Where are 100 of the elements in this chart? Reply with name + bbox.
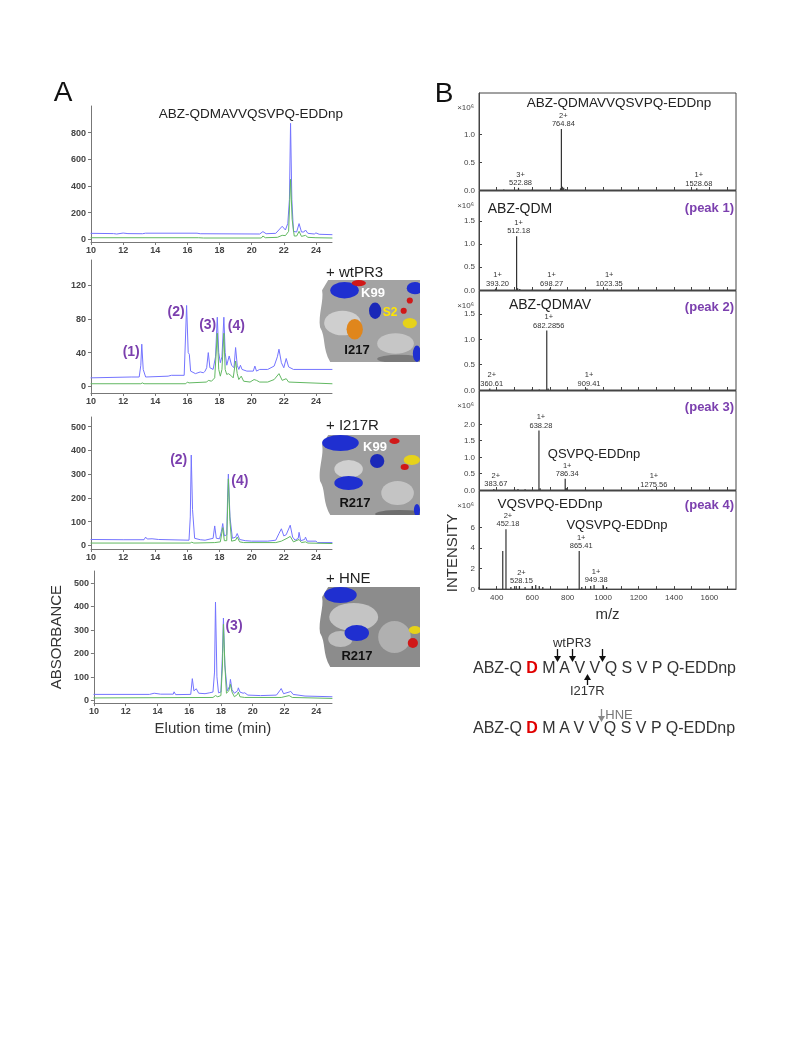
x-tick-label: 18: [215, 705, 226, 716]
chart-title: ABZ-QDMAVVQSVPQ-EDDnp: [158, 105, 343, 121]
y-tick-label: 200: [73, 648, 89, 659]
y-tick-label: 1.5: [463, 436, 476, 445]
annotation: (2): [167, 303, 185, 320]
y-tick-label: 0.5: [463, 360, 476, 370]
annotation: VQSVPQ-EDDnp: [566, 516, 668, 532]
text: S2: [382, 305, 398, 319]
x-tick-label: 24: [310, 551, 321, 562]
y-tick-label: 1.0: [463, 334, 476, 344]
y-tick-label: 40: [75, 347, 86, 358]
y-tick-label: 800: [70, 127, 86, 138]
x-axis-title: m/z: [595, 605, 620, 622]
x-tick-label: 22: [278, 395, 289, 406]
x-tick-label: 20: [246, 244, 257, 255]
y-tick-label: 300: [70, 469, 86, 480]
y-tick-label: 1.0: [463, 452, 476, 462]
x-tick-label: 24: [311, 705, 322, 716]
text: K99: [363, 438, 387, 454]
chart-subtitle: (peak 4): [684, 496, 734, 512]
x-tick-label: 18: [214, 395, 225, 406]
y-axis-title: ×10⁶: [457, 200, 474, 210]
x-tick-label: 12: [120, 705, 131, 716]
text: INTENSITY: [442, 513, 460, 593]
x-tick-label: 10: [85, 551, 97, 562]
text: R217: [341, 647, 373, 663]
x-tick-label: 1600: [700, 592, 719, 602]
x-tick-label: 12: [118, 395, 129, 406]
text: wtPR3: [552, 635, 592, 650]
x-tick-label: 1200: [629, 592, 648, 602]
x-tick-label: 18: [214, 551, 225, 562]
x-tick-label: 800: [560, 592, 575, 602]
x-tick-label: 14: [152, 705, 163, 716]
text: B: [434, 76, 454, 108]
y-tick-label: 400: [70, 445, 86, 456]
chart-title: VQSVPQ-EDDnp: [497, 495, 603, 511]
line-series: [93, 601, 333, 698]
x-axis-title: Elution time (min): [154, 719, 272, 736]
text: ABZ-Q D M A V V Q S V P Q-EDDnp: [473, 659, 736, 676]
y-tick-label: 0.0: [463, 385, 476, 395]
y-tick-label: 400: [73, 601, 89, 612]
x-tick-label: 16: [182, 244, 193, 255]
y-tick-label: 500: [73, 577, 89, 588]
x-tick-label: 14: [150, 244, 161, 255]
text: HNE: [605, 707, 633, 722]
y-tick-label: 0: [470, 584, 476, 594]
x-tick-label: 20: [246, 395, 257, 406]
x-tick-label: 20: [247, 705, 258, 716]
y-tick-label: 0.5: [463, 262, 476, 272]
text: (peak 2): [684, 298, 734, 314]
y-tick-label: 2.0: [463, 419, 476, 429]
x-tick-label: 600: [525, 592, 540, 602]
x-tick-label: 22: [279, 705, 290, 716]
x-tick-label: 14: [150, 551, 161, 562]
x-tick-label: 10: [85, 244, 97, 255]
y-tick-label: 0.5: [463, 157, 476, 167]
y-tick-label: 1.5: [463, 216, 476, 226]
chart-title: ABZ-QDMAVVQSVPQ-EDDnp: [526, 94, 712, 110]
y-tick-label: 1.0: [463, 130, 476, 140]
x-tick-label: 10: [88, 705, 99, 716]
y-tick-label: 0: [83, 695, 89, 706]
y-tick-label: 200: [70, 207, 86, 218]
y-tick-label: 100: [70, 516, 86, 527]
y-tick-label: 200: [70, 492, 86, 503]
y-axis-title: ×10⁶: [457, 102, 474, 112]
text: A: [53, 75, 73, 107]
x-tick-label: 22: [278, 551, 289, 562]
x-tick-label: 16: [182, 395, 193, 406]
x-tick-label: 24: [310, 395, 321, 406]
y-tick-label: 0.0: [463, 185, 476, 195]
x-tick-label: 16: [184, 705, 195, 716]
y-tick-label: 0: [80, 234, 86, 245]
y-tick-label: 0.0: [463, 485, 476, 495]
y-tick-label: 500: [70, 421, 86, 432]
y-tick-label: 6: [470, 522, 476, 532]
x-tick-label: 24: [310, 244, 321, 255]
x-tick-label: 400: [490, 592, 504, 602]
x-tick-label: 10: [85, 395, 97, 406]
line-series: [90, 178, 333, 239]
y-tick-label: 0.5: [463, 469, 476, 478]
y-tick-label: 600: [70, 154, 86, 165]
line-series: [90, 332, 333, 385]
y-tick-label: 2: [470, 563, 476, 573]
x-tick-label: 12: [118, 551, 129, 562]
y-tick-label: 1.0: [463, 239, 476, 249]
chart-title: ABZ-QDMAV: [508, 296, 592, 312]
y-tick-label: 4: [470, 543, 476, 553]
text: (peak 1): [684, 199, 734, 215]
annotation: (3): [225, 617, 243, 634]
annotation: QSVPQ-EDDnp: [547, 445, 641, 461]
y-tick-label: 400: [70, 181, 86, 191]
x-tick-label: 1000: [594, 592, 613, 602]
annotation: (2): [170, 451, 188, 468]
line-series: [90, 122, 333, 236]
y-axis-title: ×10⁶: [457, 500, 474, 510]
x-tick-label: 12: [118, 244, 129, 255]
y-tick-label: 120: [70, 280, 86, 291]
chart-title: + HNE: [326, 568, 371, 586]
x-tick-label: 20: [246, 551, 257, 562]
y-axis-title: ABSORBANCE: [47, 584, 64, 690]
